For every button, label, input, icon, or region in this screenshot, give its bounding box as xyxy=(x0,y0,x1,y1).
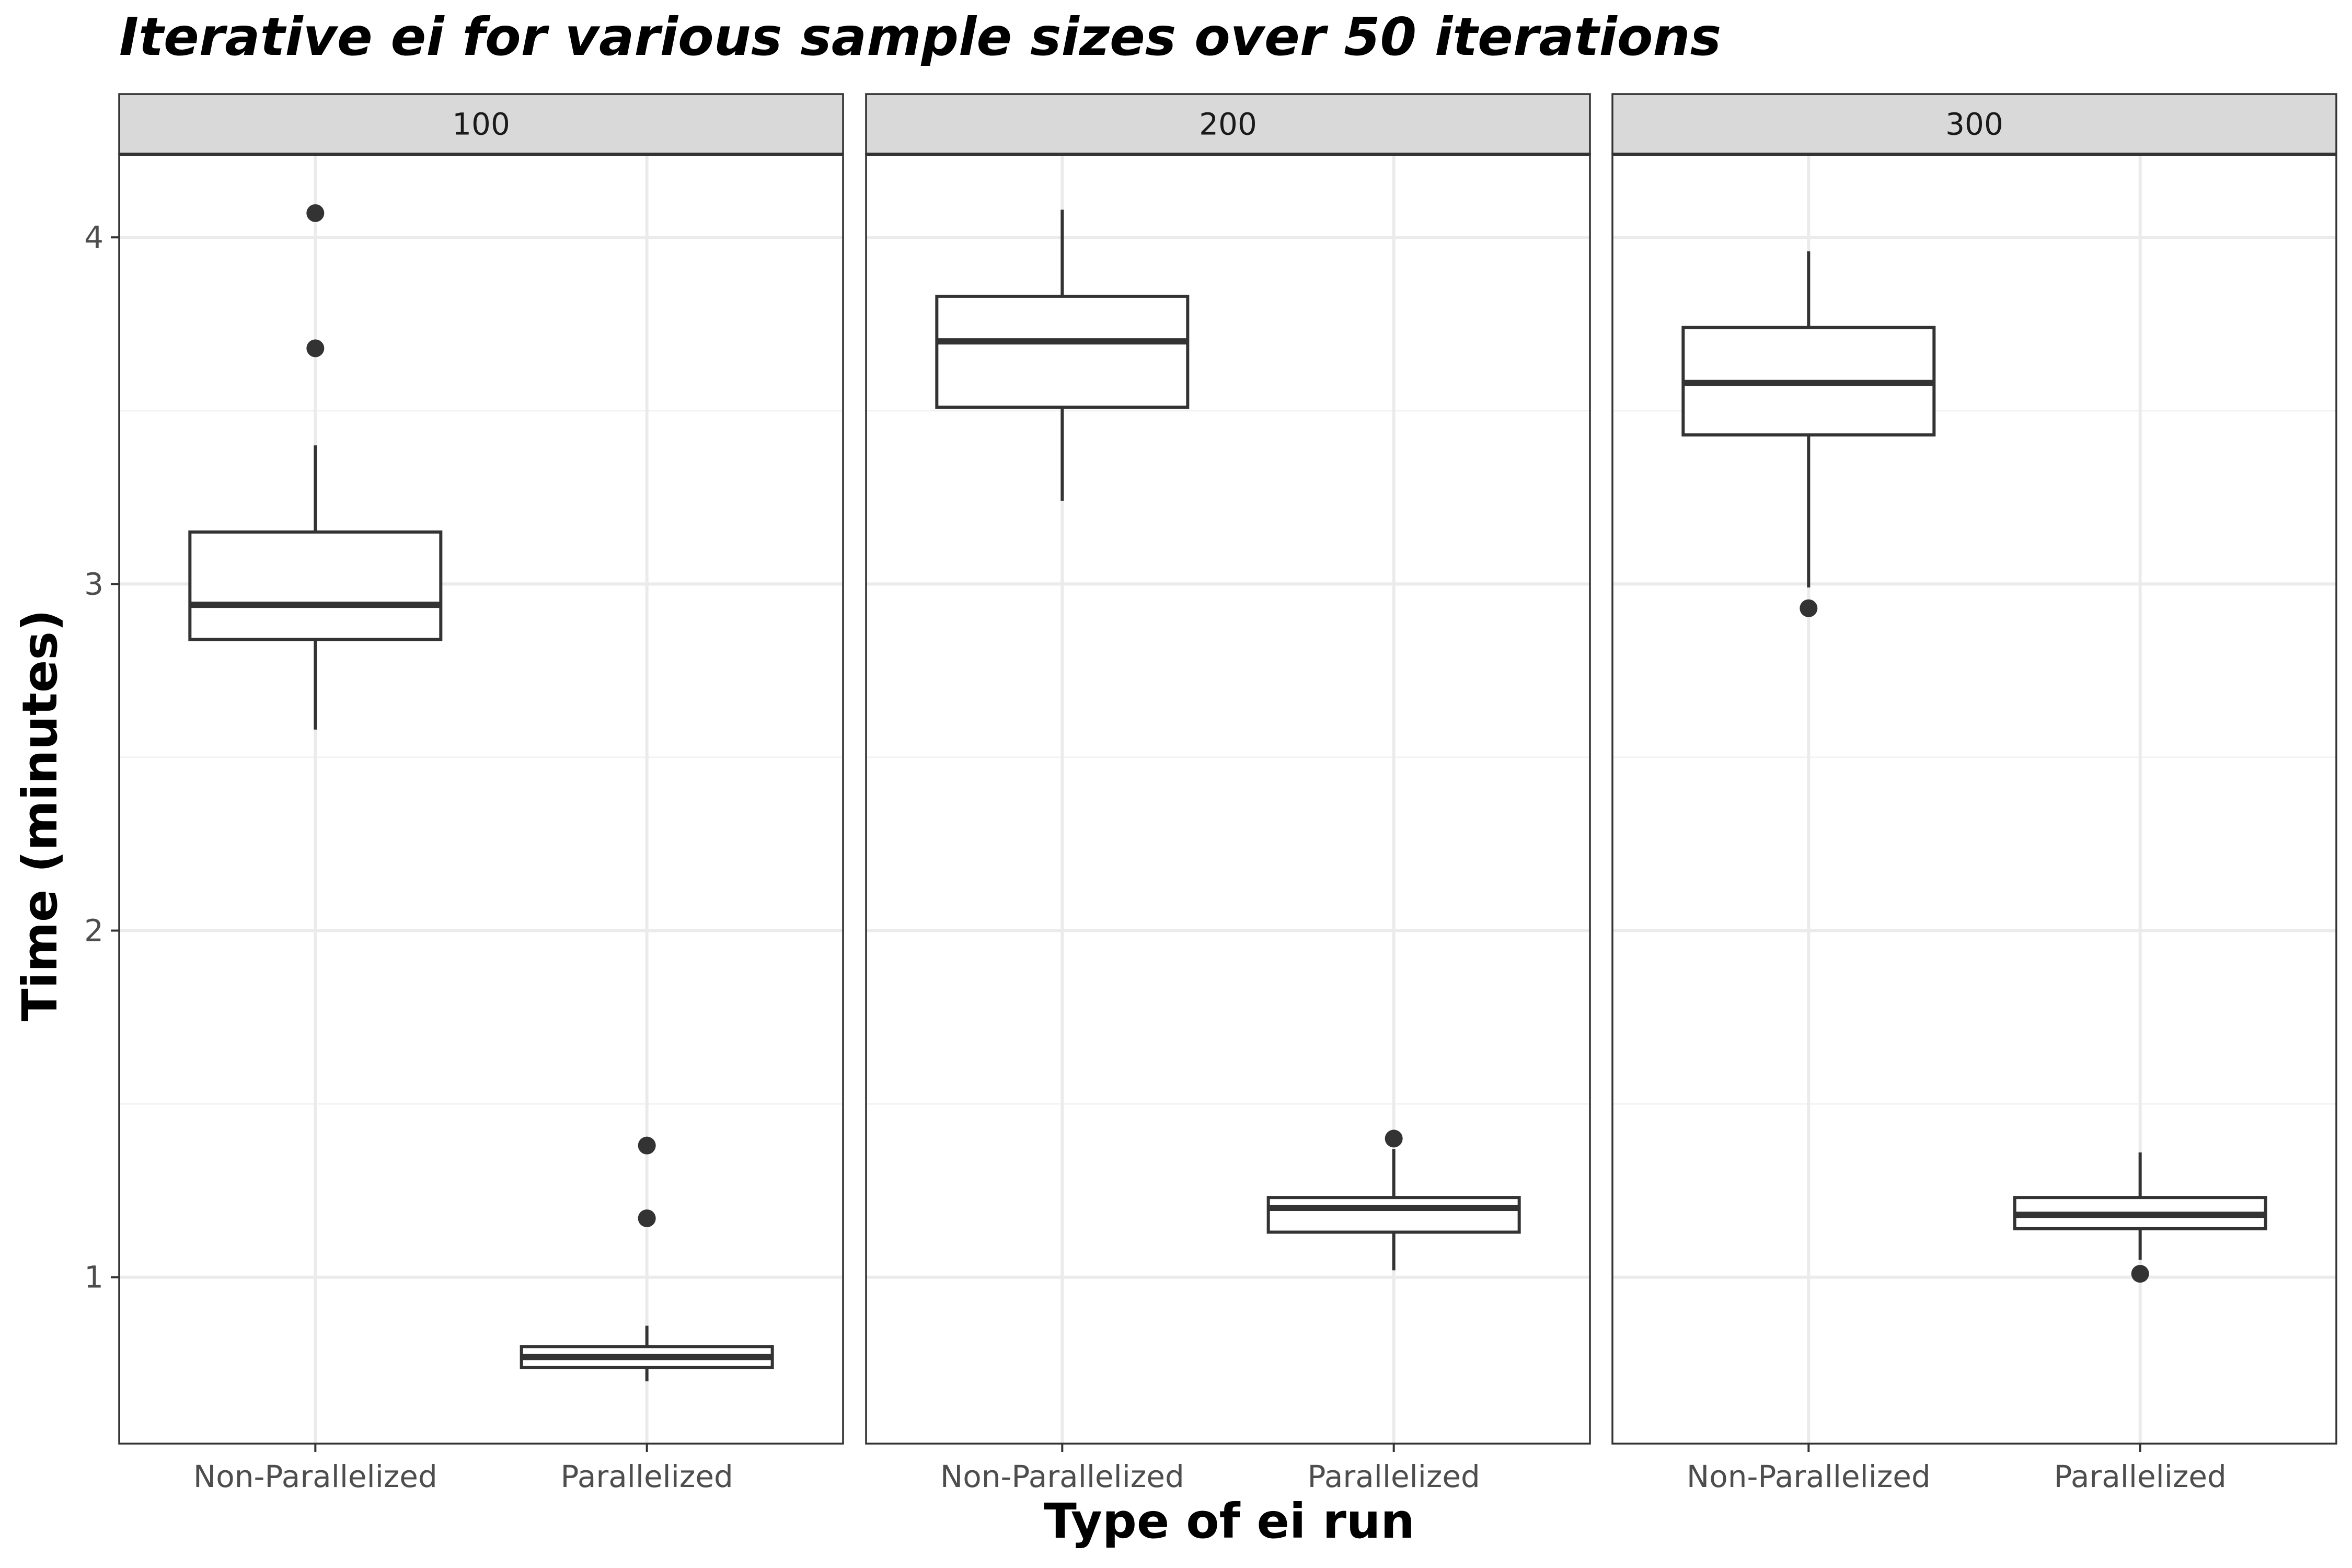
outlier-point xyxy=(638,1209,656,1227)
y-tick-label: 1 xyxy=(84,1260,103,1295)
x-tick-label: Parallelized xyxy=(2054,1459,2226,1494)
box-100-non-parallelized xyxy=(188,204,443,730)
facet-strip xyxy=(118,93,844,155)
facet-panel-100: 100 Non-Parallelized Parallelized xyxy=(118,93,844,1494)
y-tick-label: 2 xyxy=(84,913,103,949)
facet-strip xyxy=(1611,93,2337,155)
y-axis-title: Time (minutes) xyxy=(12,609,68,1021)
x-tick-label: Non-Parallelized xyxy=(193,1459,437,1494)
box-100-parallelized xyxy=(520,1136,774,1381)
chart-title: Iterative ei for various sample sizes ov… xyxy=(119,6,1721,67)
x-axis-title: Type of ei run xyxy=(1044,1493,1415,1549)
outlier-point xyxy=(1385,1129,1403,1148)
facet-panels: 100 Non-Parallelized Parallelized 200 Non-Pa… xyxy=(84,93,2337,1494)
y-tick-label: 3 xyxy=(84,566,103,602)
x-tick-label: Non-Parallelized xyxy=(1687,1459,1931,1494)
y-tick-label: 4 xyxy=(84,220,103,255)
facet-panel-300: 300 Non-Parallelized Parallelized xyxy=(1611,93,2337,1494)
box-300-non-parallelized xyxy=(1681,251,1936,617)
outlier-point xyxy=(1800,599,1818,617)
box-iqr xyxy=(1266,1196,1521,1234)
outlier-point xyxy=(638,1136,656,1155)
x-tick-label: Non-Parallelized xyxy=(940,1459,1184,1494)
facet-strip-label: 100 xyxy=(452,107,510,142)
box-iqr xyxy=(935,294,1190,409)
facet-panel-200: 200 Non-Parallelized Parallelized xyxy=(865,93,1591,1494)
outlier-point xyxy=(306,204,325,222)
x-tick-label: Parallelized xyxy=(560,1459,733,1494)
outlier-point xyxy=(306,339,325,358)
box-200-parallelized xyxy=(1266,1129,1521,1271)
outlier-point xyxy=(2131,1265,2149,1283)
facet-strip xyxy=(865,93,1591,155)
facet-strip-label: 200 xyxy=(1199,107,1257,142)
box-200-non-parallelized xyxy=(935,210,1190,501)
facet-strip-label: 300 xyxy=(1945,107,2003,142)
box-300-parallelized xyxy=(2013,1152,2267,1283)
panel-background xyxy=(119,154,843,1444)
box-iqr xyxy=(188,530,443,641)
x-tick-label: Parallelized xyxy=(1307,1459,1480,1494)
